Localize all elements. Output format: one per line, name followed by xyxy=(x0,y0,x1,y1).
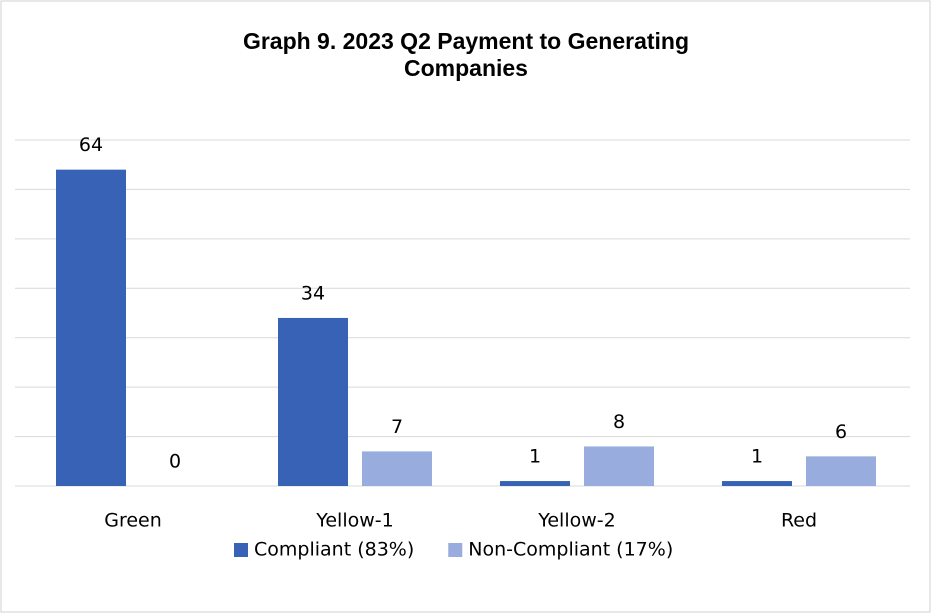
legend-label: Non-Compliant (17%) xyxy=(468,539,673,561)
bar xyxy=(362,451,432,486)
bar xyxy=(500,481,570,486)
x-tick-label: Red xyxy=(781,510,817,532)
data-label: 8 xyxy=(613,411,625,433)
x-tick-label: Green xyxy=(104,510,162,532)
bar xyxy=(584,446,654,486)
data-label: 34 xyxy=(301,282,325,304)
data-label: 6 xyxy=(835,421,847,443)
data-label: 0 xyxy=(169,451,181,473)
legend-swatch xyxy=(234,543,248,557)
data-label: 1 xyxy=(751,446,763,468)
bar xyxy=(722,481,792,486)
bar xyxy=(56,169,126,486)
legend-swatch xyxy=(448,543,463,557)
x-tick-label: Yellow-1 xyxy=(315,510,393,532)
data-label: 1 xyxy=(529,446,541,468)
data-label: 64 xyxy=(79,134,103,156)
data-label: 7 xyxy=(391,416,403,438)
bar xyxy=(806,456,876,486)
x-tick-label: Yellow-2 xyxy=(537,510,615,532)
bar xyxy=(278,317,348,486)
legend-label: Compliant (83%) xyxy=(254,539,414,561)
chart-title: Graph 9. 2023 Q2 Payment to Generating C… xyxy=(242,28,690,81)
